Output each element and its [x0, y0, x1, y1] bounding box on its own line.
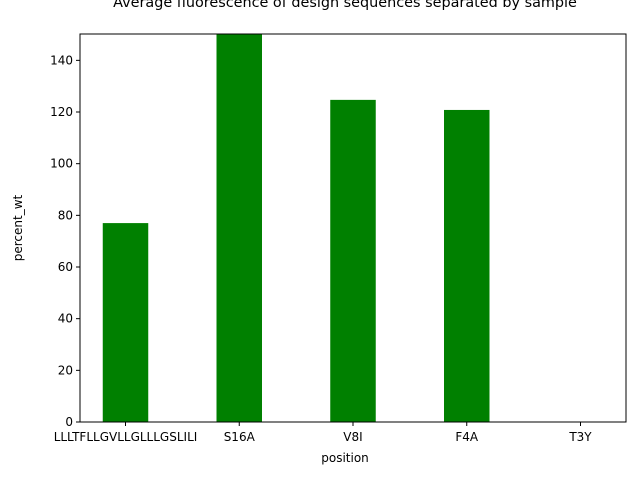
x-tick-label: S16A [224, 430, 256, 444]
x-axis-label: position [321, 451, 369, 465]
y-axis: 0 20 40 60 80 100 120 140 [50, 53, 80, 429]
bar-f4a [444, 109, 490, 422]
y-tick-label: 60 [58, 260, 73, 274]
bar-v8i [330, 99, 376, 423]
y-tick-label: 100 [50, 157, 73, 171]
y-tick-label: 20 [58, 363, 73, 377]
y-tick-label: 0 [65, 415, 73, 429]
x-tick-label: F4A [455, 430, 479, 444]
chart-title: Average fluorescence of design sequences… [113, 0, 577, 11]
x-tick-label: LLLTFLLGVLLGLLLGSLILI [54, 430, 198, 444]
y-tick-label: 80 [58, 208, 73, 222]
bars-layer [102, 34, 490, 423]
y-axis-label: percent_wt [11, 194, 25, 261]
bar-s16a [216, 34, 262, 422]
y-tick-label: 40 [58, 312, 73, 326]
x-tick-label: V8I [343, 430, 362, 444]
x-tick-label: T3Y [568, 430, 592, 444]
y-tick-label: 140 [50, 53, 73, 67]
y-tick-label: 120 [50, 105, 73, 119]
x-axis: LLLTFLLGVLLGLLLGSLILI S16A V8I F4A T3Y [54, 422, 592, 444]
bar-llltfllgvllglllgslili [102, 223, 149, 422]
